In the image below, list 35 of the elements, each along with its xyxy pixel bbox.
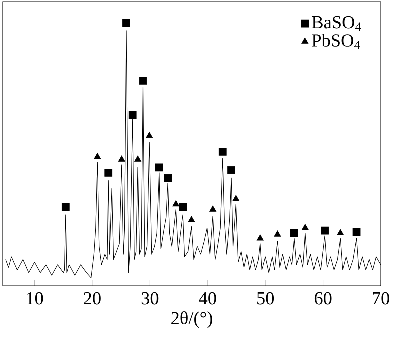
x-tick-label: 50	[258, 292, 274, 305]
point	[352, 228, 361, 236]
x-tick-label: 70	[373, 292, 390, 305]
x-tick-label: 40	[199, 292, 216, 305]
point	[172, 200, 180, 207]
legend-label: PbSO$_{4}$	[312, 34, 360, 50]
point	[256, 234, 264, 241]
point	[139, 76, 148, 85]
point	[290, 229, 298, 238]
point	[302, 224, 309, 230]
point	[337, 229, 344, 236]
point	[155, 164, 164, 172]
legend-label: BaSO$_{4}$	[312, 16, 362, 32]
point	[94, 153, 102, 160]
x-tick-label: 30	[142, 292, 159, 305]
point	[118, 156, 126, 162]
point	[134, 156, 142, 162]
x-tick-label: 60	[314, 292, 332, 305]
point	[321, 226, 329, 235]
x-tick-label: 10	[27, 292, 44, 305]
x-axis-title: 2θ/(°)	[172, 312, 212, 328]
point	[210, 206, 217, 212]
point	[104, 168, 113, 177]
point	[146, 132, 154, 138]
point	[164, 174, 172, 182]
point	[188, 216, 196, 222]
point	[218, 148, 227, 156]
point	[274, 230, 282, 237]
point	[122, 19, 130, 27]
x-tick-label: 20	[84, 292, 101, 305]
point	[62, 203, 70, 212]
point	[232, 195, 240, 202]
point	[128, 111, 137, 119]
point	[179, 203, 187, 212]
point	[228, 166, 236, 174]
